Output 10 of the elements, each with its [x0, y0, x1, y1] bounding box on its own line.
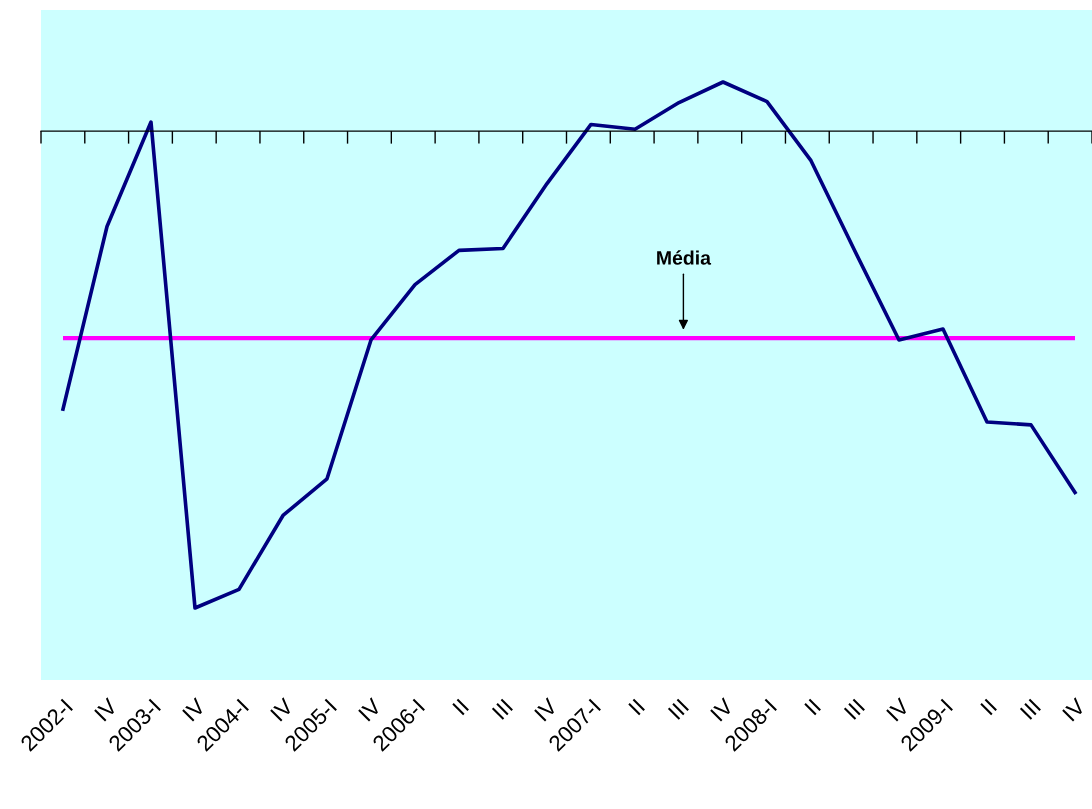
x-tick-label: II — [804, 698, 821, 716]
x-tick-label: III — [667, 698, 689, 720]
ref-line-label: Média — [657, 250, 712, 265]
x-tick-label: II — [628, 698, 645, 716]
x-tick-label: III — [1019, 698, 1041, 720]
x-tick-label: II — [452, 698, 469, 716]
x-tick-label: II — [980, 698, 997, 716]
x-tick-label: III — [843, 698, 865, 720]
x-tick-label: IV — [1062, 697, 1087, 722]
x-tick-label: III — [491, 698, 513, 720]
